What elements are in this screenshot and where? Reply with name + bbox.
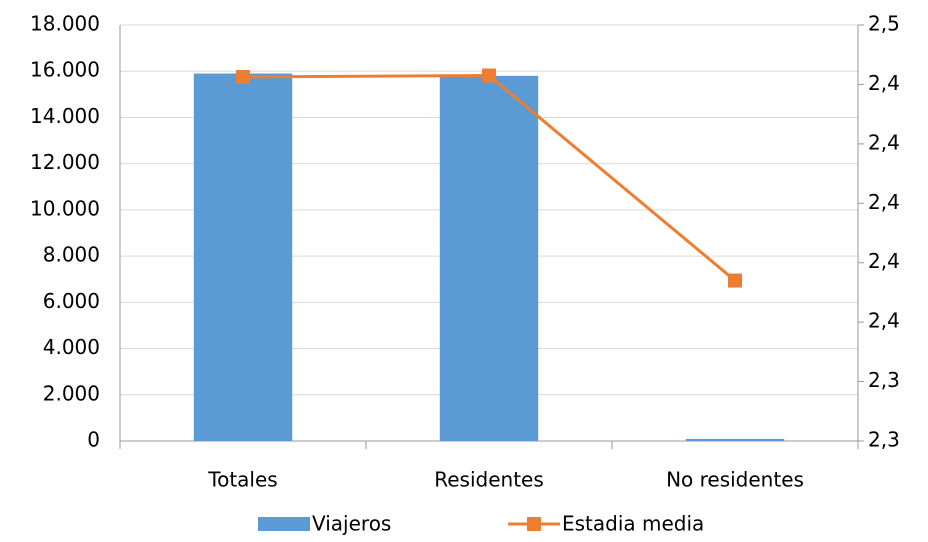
y-tick-label: 18.000 bbox=[30, 12, 100, 36]
y-tick-label: 4.000 bbox=[43, 335, 100, 359]
y-tick-label: 2.000 bbox=[43, 381, 100, 405]
legend-swatch bbox=[527, 517, 541, 531]
y2-tick-label: 2,4 bbox=[868, 309, 900, 333]
y2-tick-label: 2,4 bbox=[868, 249, 900, 273]
y-tick-label: 16.000 bbox=[30, 58, 100, 82]
y-tick-label: 0 bbox=[87, 428, 100, 452]
x-tick-label: No residentes bbox=[666, 468, 804, 492]
y-tick-label: 8.000 bbox=[43, 243, 100, 267]
y-tick-label: 12.000 bbox=[30, 150, 100, 174]
y2-tick-label: 2,4 bbox=[868, 71, 900, 95]
legend-swatch bbox=[258, 517, 310, 531]
y2-tick-label: 2,3 bbox=[868, 368, 900, 392]
legend-label: Estadia media bbox=[562, 512, 704, 536]
y2-tick-label: 2,4 bbox=[868, 190, 900, 214]
legend-label: Viajeros bbox=[312, 512, 391, 536]
y-tick-label: 6.000 bbox=[43, 289, 100, 313]
marker bbox=[728, 273, 742, 288]
y2-tick-label: 2,5 bbox=[868, 12, 900, 36]
bar bbox=[685, 438, 785, 441]
x-tick-label: Totales bbox=[207, 468, 277, 492]
y-tick-label: 10.000 bbox=[30, 196, 100, 220]
x-tick-label: Residentes bbox=[434, 468, 544, 492]
y2-tick-label: 2,3 bbox=[868, 428, 900, 452]
marker bbox=[482, 68, 496, 83]
y2-tick-label: 2,4 bbox=[868, 130, 900, 154]
marker bbox=[236, 70, 250, 84]
bar bbox=[439, 75, 539, 441]
bar bbox=[193, 73, 293, 442]
y-tick-label: 14.000 bbox=[30, 104, 100, 128]
